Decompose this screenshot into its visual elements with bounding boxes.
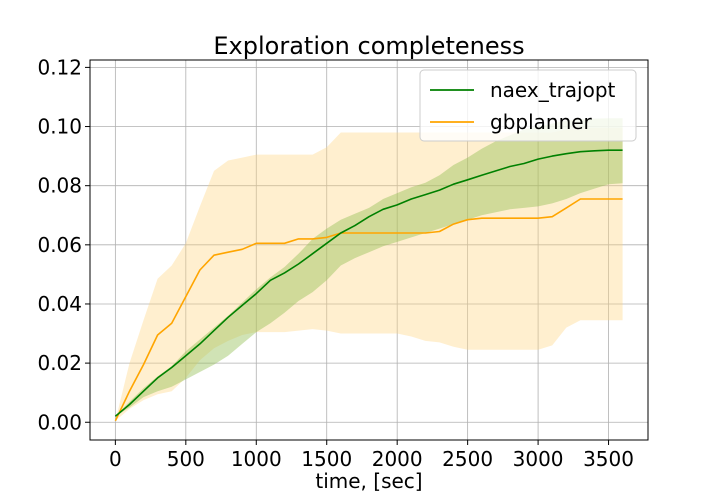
- axes-frame: [89, 59, 649, 441]
- x-tick-label: 2000: [372, 447, 423, 471]
- x-axis-label: time, [sec]: [315, 469, 422, 493]
- legend-label-gbplanner: gbplanner: [490, 110, 593, 134]
- series-lines: [114, 149, 623, 422]
- gbplanner-band: [115, 128, 623, 421]
- y-tick-label: 0.12: [37, 55, 82, 79]
- x-tick-label: 0: [109, 447, 122, 471]
- y-axis-ticks: 0.00 0.02 0.04 0.06 0.08 0.10 0.12: [37, 55, 90, 434]
- confidence-bands: [115, 118, 623, 421]
- x-tick-label: 2500: [442, 447, 493, 471]
- chart-title: Exploration completeness: [213, 32, 524, 60]
- gbplanner-line: [114, 198, 623, 422]
- x-tick-label: 3500: [583, 447, 634, 471]
- x-tick-label: 3000: [513, 447, 564, 471]
- x-axis-ticks: 0 500 1000 1500 2000 2500 3000 3500: [109, 440, 634, 471]
- x-tick-label: 500: [167, 447, 205, 471]
- y-tick-label: 0.10: [37, 115, 82, 139]
- y-tick-label: 0.04: [37, 292, 82, 316]
- y-tick-label: 0.02: [37, 351, 82, 375]
- legend-box: [419, 69, 637, 142]
- y-tick-label: 0.06: [37, 233, 82, 257]
- y-tick-label: 0.00: [37, 410, 82, 434]
- x-tick-label: 1500: [301, 447, 352, 471]
- legend: naex_trajopt gbplanner: [419, 69, 637, 142]
- naex_trajopt-band: [115, 118, 623, 417]
- legend-label-naex_trajopt: naex_trajopt: [490, 78, 616, 102]
- naex_trajopt-line: [114, 149, 623, 417]
- x-tick-label: 1000: [231, 447, 282, 471]
- y-tick-label: 0.08: [37, 174, 82, 198]
